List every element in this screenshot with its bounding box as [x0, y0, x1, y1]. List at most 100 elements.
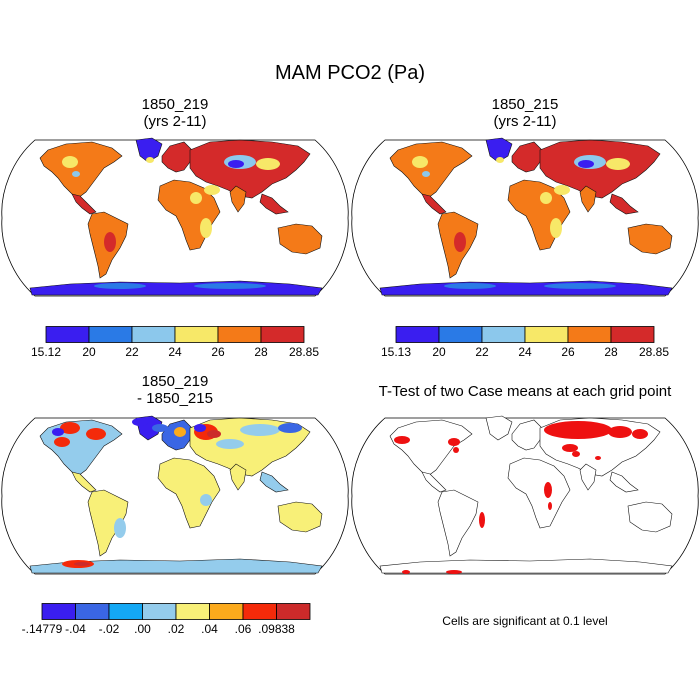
colorbar-bl-segment-5 — [209, 603, 244, 620]
colorbar-bl-label-6: .06 — [234, 622, 252, 636]
colorbar-tl-label-2: 22 — [125, 345, 139, 359]
colorbar-tl-label-6: 28.85 — [288, 345, 320, 359]
map-br-significant-cell-5 — [448, 438, 460, 446]
main-title: MAM PCO2 (Pa) — [274, 62, 426, 84]
map-tl-anomaly-0 — [62, 156, 78, 168]
map-br-land-northAm — [389, 419, 473, 477]
map-tl-anomaly-8 — [190, 192, 202, 204]
map-br-land-greenland — [485, 415, 513, 441]
map-tr-land-greenland — [485, 137, 513, 163]
map-bl-land-antarctica — [29, 558, 323, 574]
map-tr-anomaly-1 — [422, 171, 430, 177]
colorbar-tl-segment-3 — [174, 326, 219, 343]
map-br-land-southAm — [437, 489, 479, 557]
map-br-significant-cell-10 — [446, 570, 462, 574]
colorbar-tr-label-0: 15.13 — [380, 345, 412, 359]
colorbar-tl-label-0: 15.12 — [30, 345, 62, 359]
map-br-significant-cell-8 — [544, 482, 552, 498]
map-tl-anomaly-7 — [256, 158, 280, 170]
colorbar-tl-label-5: 28 — [254, 345, 268, 359]
colorbar-bl-label-3: .00 — [134, 622, 151, 636]
colorbar-bl-segment-7 — [276, 603, 311, 620]
map-bl-anomaly-14 — [200, 494, 212, 506]
map-bl-land-africa — [157, 457, 221, 529]
map-bl-anomaly-5 — [174, 427, 186, 437]
colorbar-tr-segment-4 — [567, 326, 612, 343]
map-tl-anomaly-2 — [104, 232, 116, 252]
map-tl-anomaly-9 — [94, 283, 146, 289]
map-br-significant-cell-11 — [402, 570, 410, 574]
map-tl-anomaly-4 — [200, 218, 212, 238]
map-tl-land-india — [229, 185, 247, 213]
map-bottom-left — [1, 415, 349, 575]
map-br-land-australia — [627, 501, 673, 533]
colorbar-tr-label-4: 26 — [561, 345, 575, 359]
map-tr-anomaly-6 — [578, 160, 594, 168]
colorbar-tr-label-1: 20 — [432, 345, 446, 359]
map-br-land-centralAm — [421, 471, 447, 493]
map-tr-land-northAm — [389, 141, 473, 199]
map-bl-land-australia — [277, 501, 323, 533]
panel-title-top-left-line1: 1850_219 — [141, 96, 209, 113]
map-br-land-antarctica — [379, 558, 673, 574]
map-br-significant-cell-9 — [479, 512, 485, 528]
map-tr-anomaly-4 — [550, 218, 562, 238]
map-tr-anomaly-7 — [606, 158, 630, 170]
map-bl-land-centralAm — [71, 471, 97, 493]
map-tr-anomaly-8 — [540, 192, 552, 204]
colorbar-tr-segment-0 — [395, 326, 440, 343]
map-tl-land-centralAm — [71, 193, 97, 215]
map-tl-land-australia — [277, 223, 323, 255]
map-tr-land-india — [579, 185, 597, 213]
map-br-significant-cell-13 — [548, 502, 552, 510]
colorbar-bottom-left: -.14779 -.04 -.02 .00 .02 .04 .06 .09838 — [0, 603, 350, 639]
colorbar-bl-label-7: .09838 — [258, 622, 295, 636]
map-tr-land-europe — [511, 141, 543, 173]
map-br-significant-cell-4 — [572, 451, 580, 457]
map-tr-land-asia — [539, 139, 661, 199]
map-bl-land-seAsia — [259, 471, 289, 493]
map-br-significant-cell-7 — [394, 436, 410, 444]
map-tr-anomaly-9 — [444, 283, 496, 289]
map-bl-anomaly-7 — [240, 424, 280, 436]
colorbar-bl-segment-1 — [75, 603, 110, 620]
panel-title-bottom-right: T-Test of two Case means at each grid po… — [350, 383, 700, 400]
colorbar-tl-segment-4 — [217, 326, 262, 343]
map-tl-land-northAm — [39, 141, 123, 199]
panel-title-top-right: 1850_215 (yrs 2-11) — [375, 96, 675, 130]
colorbar-tl-segment-0 — [45, 326, 90, 343]
map-br-significant-cell-3 — [562, 444, 578, 452]
colorbar-bl-label-2: -.02 — [98, 622, 120, 636]
panel-title-top-left: 1850_219 (yrs 2-11) — [25, 96, 325, 130]
colorbar-bl-svg — [41, 603, 311, 620]
map-top-left — [1, 137, 349, 297]
colorbar-tr-segment-1 — [438, 326, 483, 343]
colorbar-bl-label-1: -.04 — [65, 622, 86, 636]
panel-title-bottom-left-line1: 1850_219 — [141, 373, 209, 390]
colorbar-bl-label-5: .04 — [201, 622, 218, 636]
map-tr-land-australia — [627, 223, 673, 255]
colorbar-tr-label-2: 22 — [475, 345, 489, 359]
map-top-right — [351, 137, 699, 297]
colorbar-tr-segment-2 — [481, 326, 526, 343]
map-tr-anomaly-3 — [554, 185, 570, 195]
colorbar-tr-segment-5 — [610, 326, 655, 343]
colorbar-bl-segment-2 — [108, 603, 143, 620]
map-bl-land-southAm — [87, 489, 129, 557]
map-tr-anomaly-11 — [496, 157, 504, 163]
panel-title-bottom-left: 1850_219 - 1850_215 — [25, 373, 325, 407]
map-bl-anomaly-8 — [278, 423, 302, 433]
map-tl-anomaly-10 — [194, 283, 266, 289]
map-br-land-seAsia — [609, 471, 639, 493]
map-br-land-india — [579, 463, 597, 491]
map-tl-land-greenland — [135, 137, 163, 163]
map-bl-anomaly-6 — [216, 439, 244, 449]
map-bl-anomaly-10 — [132, 418, 148, 426]
map-tl-anomaly-11 — [146, 157, 154, 163]
significance-note: Cells are significant at 0.1 level — [442, 614, 608, 628]
map-bl-anomaly-16 — [194, 424, 206, 432]
colorbar-tr-svg — [395, 326, 655, 343]
panel-title-top-right-line2: (yrs 2-11) — [493, 113, 557, 130]
map-tr-anomaly-2 — [454, 232, 466, 252]
colorbar-tr-label-6: 28.85 — [638, 345, 670, 359]
